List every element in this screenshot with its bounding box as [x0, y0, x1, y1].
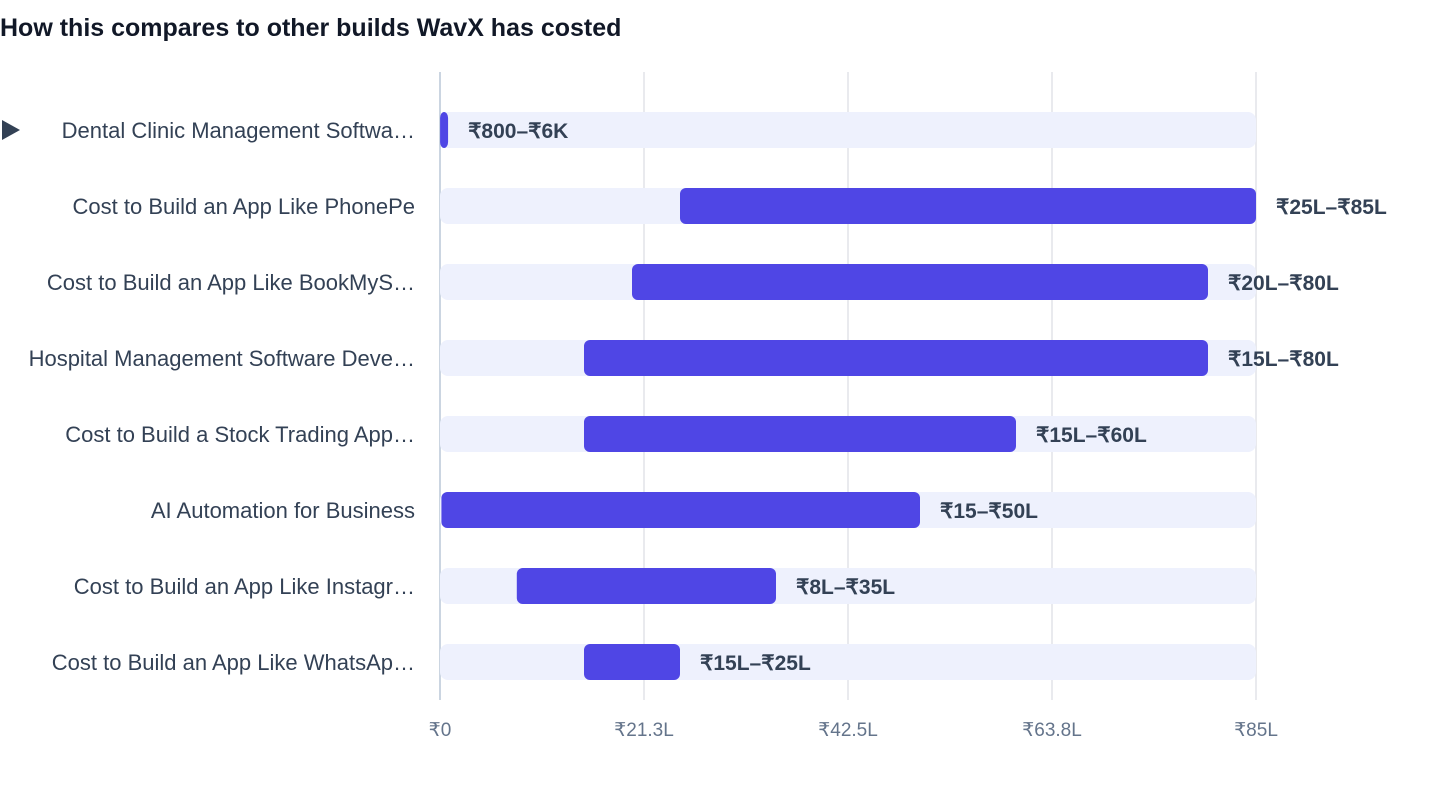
chart-title: How this compares to other builds WavX h… — [0, 14, 622, 42]
bar-track — [440, 112, 1256, 148]
range-bar[interactable] — [584, 416, 1016, 452]
range-value-label: ₹15L–₹80L — [1228, 348, 1339, 371]
range-bar[interactable] — [516, 568, 776, 604]
x-tick-label: ₹42.5L — [818, 720, 878, 741]
value-labels: ₹800–₹6K ₹25L–₹85L ₹20L–₹80L ₹15L–₹80L ₹15L–… — [468, 120, 1387, 675]
row-label: Cost to Build a Stock Trading App… — [65, 422, 415, 447]
range-bar[interactable] — [584, 644, 680, 680]
range-bar[interactable] — [632, 264, 1208, 300]
current-item-marker-icon — [2, 120, 20, 140]
x-tick-label: ₹0 — [429, 720, 452, 741]
row-label: Dental Clinic Management Softwa… — [62, 118, 415, 143]
range-bar[interactable] — [441, 492, 920, 528]
x-axis-ticks: ₹0 ₹21.3L ₹42.5L ₹63.8L ₹85L — [429, 720, 1278, 741]
row-label: AI Automation for Business — [151, 498, 415, 523]
range-bar[interactable] — [680, 188, 1256, 224]
row-labels: Dental Clinic Management Softwa… Cost to … — [2, 118, 415, 675]
row-label: Cost to Build an App Like PhonePe — [73, 194, 415, 219]
x-tick-label: ₹63.8L — [1022, 720, 1082, 741]
gridlines — [439, 72, 1257, 700]
range-value-label: ₹25L–₹85L — [1276, 196, 1387, 219]
range-value-label: ₹15–₹50L — [940, 500, 1038, 523]
row-label: Cost to Build an App Like Instagr… — [74, 574, 415, 599]
range-value-label: ₹8L–₹35L — [796, 576, 895, 599]
range-value-label: ₹15L–₹60L — [1036, 424, 1147, 447]
x-tick-label: ₹85L — [1234, 720, 1278, 741]
bar-track — [440, 644, 1256, 680]
range-bars — [440, 112, 1256, 680]
range-bar[interactable] — [584, 340, 1208, 376]
row-label: Hospital Management Software Deve… — [29, 346, 415, 371]
range-value-label: ₹20L–₹80L — [1228, 272, 1339, 295]
range-value-label: ₹15L–₹25L — [700, 652, 811, 675]
x-tick-label: ₹21.3L — [614, 720, 674, 741]
range-bar[interactable] — [440, 112, 449, 148]
range-value-label: ₹800–₹6K — [468, 120, 568, 143]
row-label: Cost to Build an App Like BookMyS… — [47, 270, 415, 295]
row-label: Cost to Build an App Like WhatsAp… — [52, 650, 415, 675]
